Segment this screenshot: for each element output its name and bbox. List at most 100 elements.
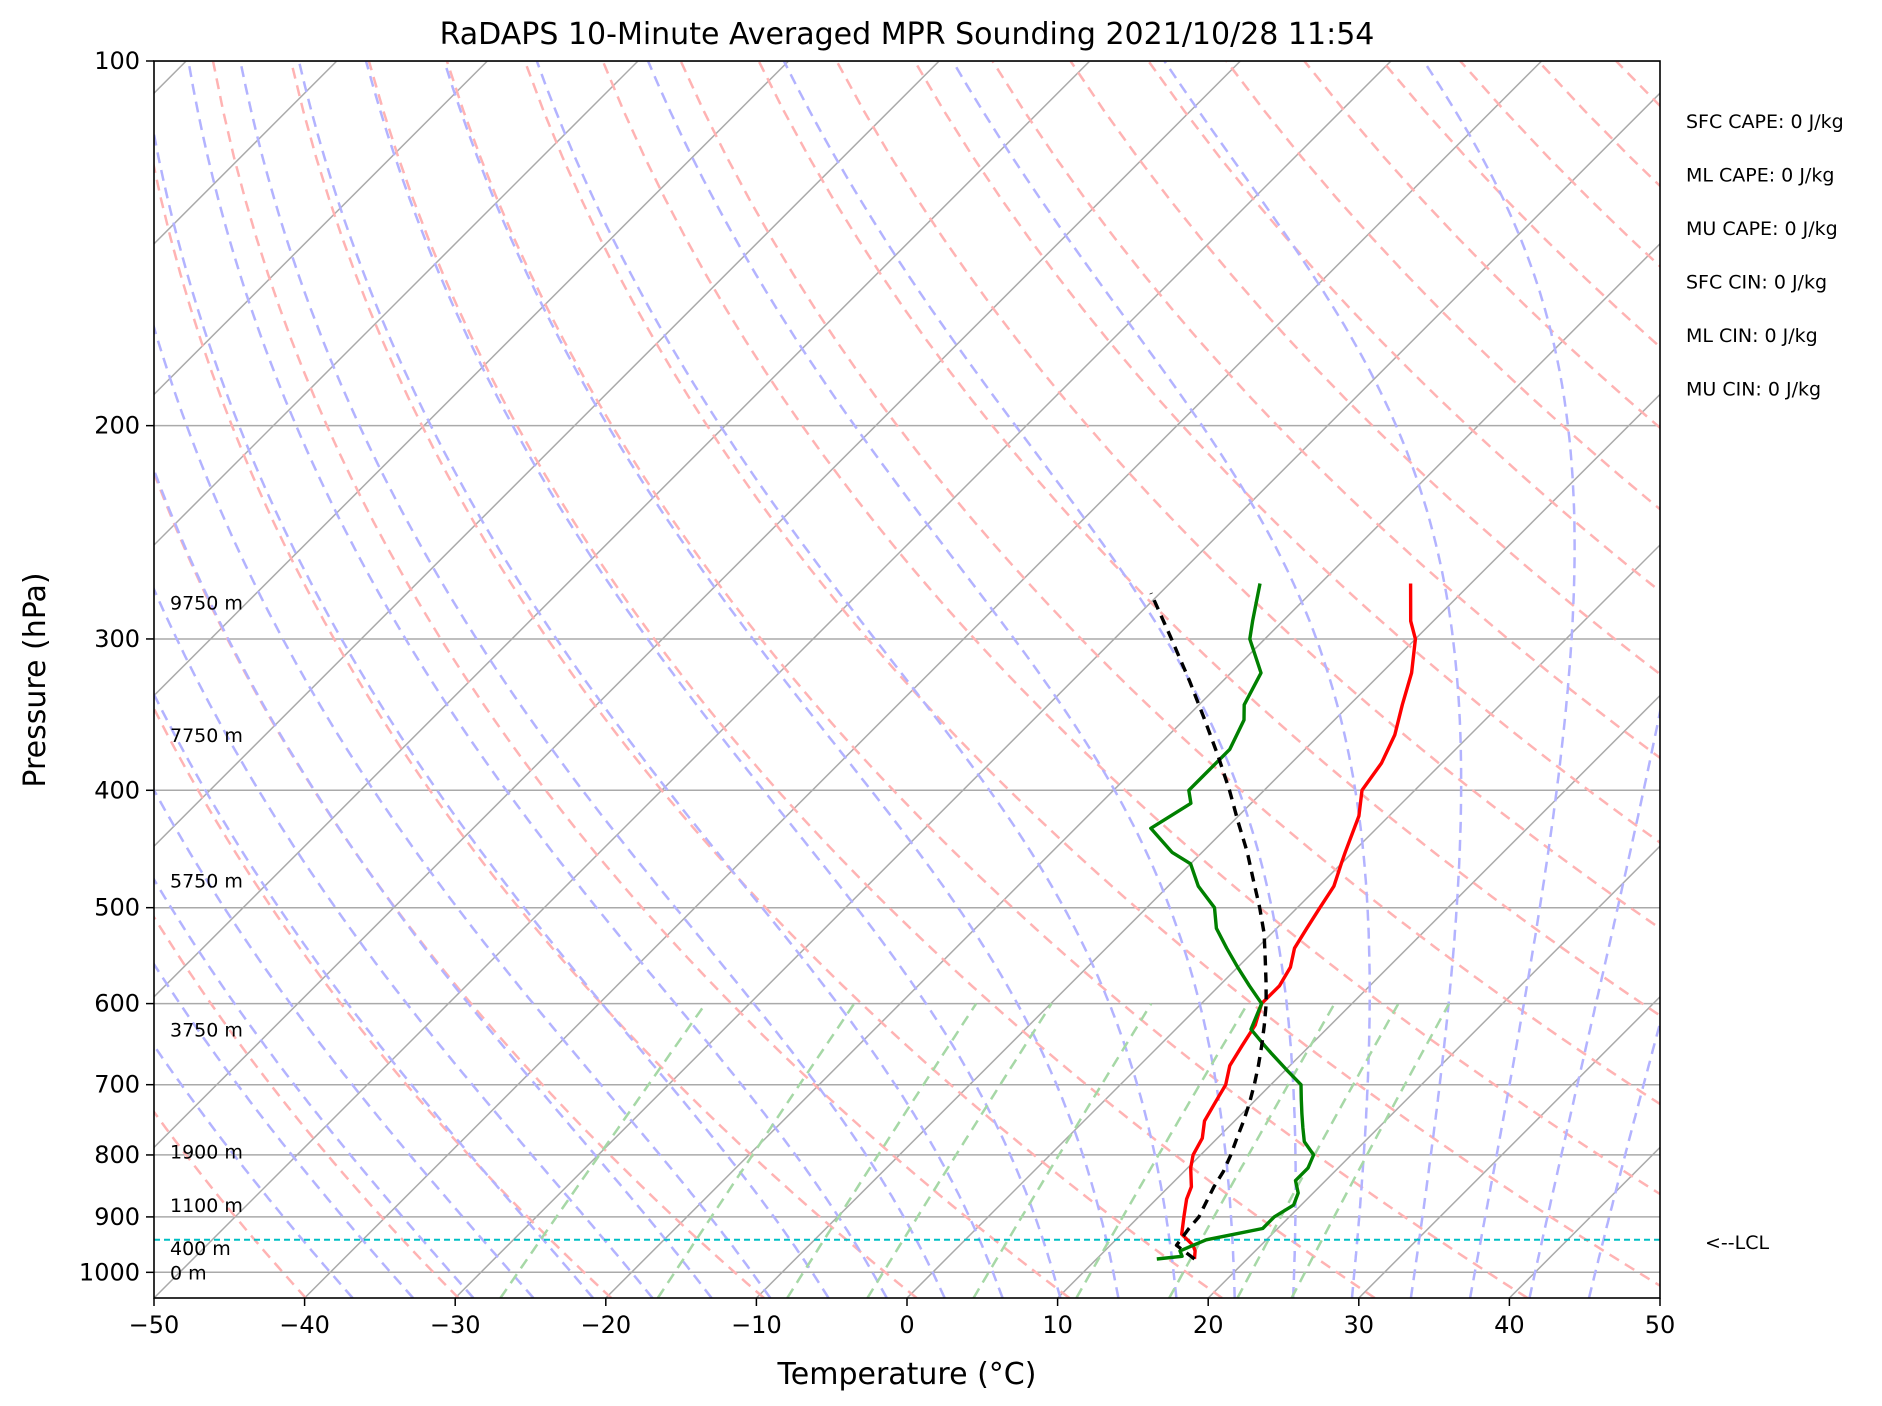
moist-adiabat-line [154,691,595,1298]
dry-adiabat-line [601,61,1660,1196]
isotherm-line [454,92,1660,1298]
moist-adiabat-line [646,61,1236,1298]
moist-adiabat-line [154,961,415,1298]
x-tick-label: 30 [1344,1311,1375,1339]
dry-adiabat-line [1069,61,1660,676]
isotherm-line [304,61,1543,1298]
mixing-ratio-line [499,1002,707,1298]
dry-adiabat-line [523,61,1660,1288]
isotherm-line [1207,845,1660,1298]
moist-adiabat-line [535,61,1178,1298]
dry-adiabat-line [154,914,460,1298]
mixing-ratio-line [656,1002,856,1298]
isotherm-line [605,242,1660,1298]
dry-adiabat-line [367,61,1376,1298]
height-label: 0 m [170,1262,207,1284]
isotherm-line [154,61,1241,1149]
isotherm-line [154,61,488,396]
mixing-ratio-line [1290,1002,1451,1298]
moist-adiabat-line [154,466,713,1298]
index-label: SFC CIN: 0 J/kg [1686,272,1827,294]
mixing-ratio-line [786,1002,978,1298]
isotherm-line [1057,694,1660,1298]
y-tick-label: 800 [94,1141,140,1169]
height-label: 3750 m [170,1019,243,1041]
mixing-ratio-line [1168,1002,1336,1298]
x-tick-label: 10 [1042,1311,1073,1339]
x-tick-label: 0 [899,1311,914,1339]
moist-adiabat-line [364,61,1062,1298]
mixing-ratio-line [866,1002,1053,1298]
x-tick-label: −30 [430,1311,481,1339]
index-label: ML CAPE: 0 J/kg [1686,165,1834,187]
mixing-ratio-line [972,1002,1153,1298]
moist-adiabat-line [1587,1018,1660,1298]
lcl-label: <--LCL [1705,1232,1769,1254]
x-tick-label: −20 [580,1311,631,1339]
x-tick-label: −40 [279,1311,330,1339]
isotherm-line [1659,1296,1660,1298]
dry-adiabat-line [1615,61,1660,108]
moist-adiabat-line [297,61,1004,1298]
isotherm-line [1811,61,1882,1298]
chart-title: RaDAPS 10-Minute Averaged MPR Sounding 2… [440,17,1375,52]
isotherm-line [154,61,940,848]
dry-adiabat-line [1147,61,1660,593]
moist-adiabat-line [1422,61,1576,1298]
isotherm-line [1508,1146,1660,1298]
height-label: 1900 m [170,1142,243,1164]
x-tick-label: 20 [1193,1311,1224,1339]
dry-adiabat-line [289,61,1223,1298]
y-tick-label: 600 [94,990,140,1018]
x-axis-label: Temperature (°C) [777,1357,1037,1392]
moist-adiabat-line [951,61,1371,1298]
height-label: 9750 m [170,593,243,615]
moist-adiabat-line [154,877,475,1298]
x-tick-label: −10 [731,1311,782,1339]
dry-adiabat-line [913,61,1660,845]
isotherm-line [154,61,790,697]
isotherm-line [1358,995,1660,1298]
dry-adiabat-line [1303,61,1660,430]
x-tick-label: 50 [1645,1311,1676,1339]
moist-adiabat-line [1528,705,1660,1298]
isotherm-line [755,393,1660,1298]
isotherm-line [906,543,1660,1298]
y-tick-label: 700 [94,1071,140,1099]
y-tick-label: 1000 [79,1258,140,1286]
mixing-ratio-line [1075,1002,1249,1298]
index-label: ML CIN: 0 J/kg [1686,325,1818,347]
height-label: 400 m [170,1238,231,1260]
height-label: 7750 m [170,725,243,747]
dry-adiabat-line [154,469,765,1298]
index-label: SFC CAPE: 0 J/kg [1686,111,1844,133]
dry-adiabat-line [835,61,1660,930]
index-label: MU CAPE: 0 J/kg [1686,218,1838,240]
moist-adiabat-line [1163,61,1463,1298]
y-tick-label: 100 [94,47,140,75]
dry-adiabat-line [1225,61,1660,511]
dry-adiabat-line [757,61,1660,1017]
x-tick-label: 40 [1494,1311,1525,1339]
y-tick-label: 200 [94,412,140,440]
isotherm-line [154,61,1392,1298]
y-tick-label: 500 [94,894,140,922]
moist-adiabat-line [443,61,1120,1298]
moist-adiabat-line [154,787,535,1298]
moist-adiabat-line [154,127,830,1298]
x-tick-label: −50 [129,1311,180,1339]
dewpoint-trace [1149,583,1316,1261]
y-tick-label: 900 [94,1203,140,1231]
moist-adiabat-line [154,586,654,1298]
dry-adiabat-line [991,61,1660,760]
isotherm-line [154,61,1091,998]
index-label: MU CIN: 0 J/kg [1686,379,1821,401]
moist-adiabat-line [239,61,946,1298]
height-label: 1100 m [170,1195,243,1217]
temperature-trace [1179,583,1418,1260]
dry-adiabat-line [679,61,1660,1106]
isotherm-line [154,61,639,547]
height-label: 5750 m [170,871,243,893]
parcel-path [1149,592,1268,1261]
moist-adiabat-line [187,61,888,1298]
